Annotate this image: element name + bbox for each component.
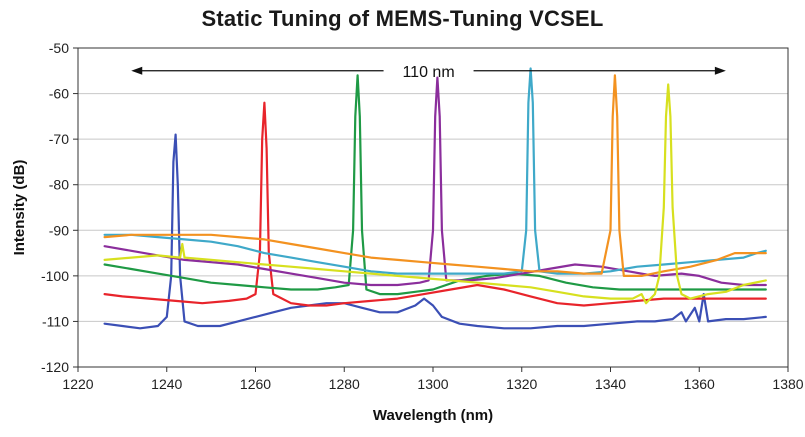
- series-line-3: [103, 74, 767, 296]
- x-tick-label: 1380: [772, 376, 803, 392]
- x-tick-label: 1220: [62, 376, 93, 392]
- arrowhead-right-icon: [714, 66, 726, 75]
- series-line-7: [103, 83, 767, 305]
- x-tick-label: 1320: [506, 376, 537, 392]
- x-tick-label: 1240: [151, 376, 182, 392]
- x-axis-title: Wavelength (nm): [373, 407, 493, 424]
- range-annotation: 110 nm: [131, 64, 726, 81]
- range-annotation-label: 110 nm: [402, 64, 454, 81]
- series-line-2: [103, 101, 767, 307]
- series-line-6: [103, 74, 767, 277]
- y-tick-label: -90: [49, 222, 69, 238]
- arrowhead-left-icon: [131, 66, 143, 75]
- y-tick-label: -70: [49, 131, 69, 147]
- y-tick-label: -120: [41, 359, 69, 375]
- x-tick-label: 1300: [417, 376, 448, 392]
- y-tick-label: -110: [42, 313, 69, 329]
- x-tick-label: 1280: [329, 376, 360, 392]
- y-tick-label: -80: [49, 177, 69, 193]
- x-tick-label: 1360: [684, 376, 715, 392]
- series-group: [103, 67, 767, 330]
- y-tick-label: -50: [49, 40, 69, 56]
- x-tick-label: 1340: [595, 376, 626, 392]
- y-tick-label: -100: [41, 268, 69, 284]
- y-tick-label: -60: [49, 86, 69, 102]
- series-line-1: [103, 133, 767, 330]
- x-tick-label: 1260: [240, 376, 271, 392]
- y-axis-title: Intensity (dB): [11, 160, 28, 256]
- chart-title: Static Tuning of MEMS-Tuning VCSEL: [201, 6, 604, 31]
